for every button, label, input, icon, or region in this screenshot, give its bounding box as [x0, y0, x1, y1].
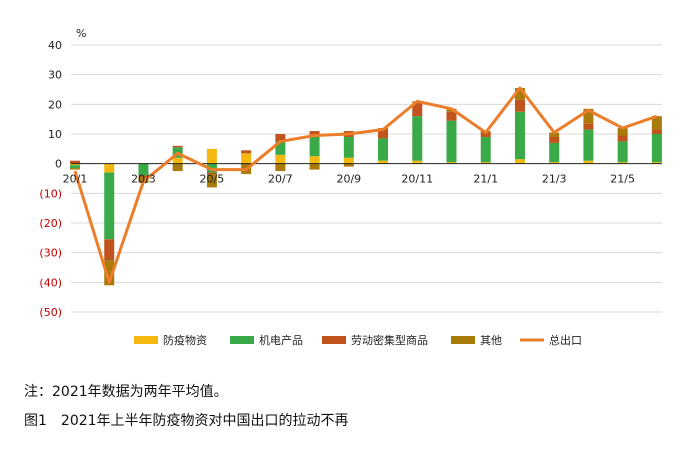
- y-tick-label: (10): [39, 187, 62, 200]
- bar-segment: [309, 136, 320, 157]
- x-tick-label: 20/9: [336, 173, 361, 186]
- legend-swatch: [230, 336, 254, 344]
- bar-segment: [583, 108, 594, 124]
- chart-note: 注：2021年数据为两年平均值。: [24, 384, 228, 400]
- bar-segment: [70, 160, 80, 164]
- legend-swatch: [134, 336, 158, 344]
- bar-segment: [241, 150, 252, 154]
- bar-segment: [617, 141, 628, 163]
- bar-segment: [412, 160, 423, 164]
- y-tick-label: (40): [39, 276, 62, 289]
- bar-segment: [343, 157, 354, 164]
- bar-segment: [378, 160, 389, 164]
- legend-label: 其他: [480, 334, 502, 347]
- bar-segment: [172, 157, 183, 164]
- figure-title: 图1 2021年上半年防疫物资对中国出口的拉动不再: [24, 413, 349, 429]
- bar-segment: [104, 260, 115, 286]
- total-export-line-path: [73, 86, 658, 284]
- bar-segment: [206, 174, 217, 188]
- bar-segment: [514, 88, 525, 100]
- bar-segment: [70, 165, 80, 169]
- legend-swatch: [451, 336, 475, 344]
- bar-segment: [583, 123, 594, 130]
- bar-series: [70, 88, 662, 286]
- bar-segment: [549, 162, 560, 164]
- bar-segment: [514, 159, 525, 164]
- legend-swatch: [322, 336, 346, 344]
- y-tick-label: (20): [39, 217, 62, 230]
- bar-segment: [309, 163, 320, 170]
- bar-segment: [104, 163, 115, 173]
- y-tick-label: (30): [39, 247, 62, 260]
- x-tick-label: 21/1: [473, 173, 498, 186]
- bar-segment: [617, 162, 628, 164]
- bar-segment: [480, 162, 491, 164]
- bar-segment: [206, 148, 217, 164]
- bar-segment: [446, 162, 457, 164]
- x-tick-label: 21/3: [542, 173, 567, 186]
- bar-segment: [172, 163, 183, 172]
- bar-segment: [70, 168, 80, 170]
- bar-segment: [172, 145, 183, 148]
- y-tick-label: (50): [39, 306, 62, 319]
- bar-segment: [583, 129, 594, 161]
- total-export-line: [73, 86, 658, 284]
- bar-segment: [241, 153, 252, 164]
- x-tick-label: 21/5: [610, 173, 635, 186]
- bar-segment: [514, 111, 525, 160]
- bar-segment: [549, 132, 560, 137]
- bar-segment: [651, 129, 662, 134]
- bar-segment: [480, 132, 491, 137]
- bar-segment: [514, 99, 525, 112]
- bar-segment: [549, 142, 560, 163]
- bar-segment: [617, 128, 628, 136]
- y-tick-label: 30: [48, 69, 62, 82]
- bar-segment: [378, 138, 389, 161]
- bar-segment: [275, 134, 286, 142]
- bar-segment: [617, 135, 628, 142]
- y-tick-label: 40: [48, 39, 62, 52]
- bar-segment: [480, 136, 491, 163]
- bar-segment: [309, 156, 320, 164]
- bar-segment: [275, 163, 286, 172]
- bar-segment: [651, 134, 662, 163]
- bar-segment: [651, 162, 662, 164]
- x-tick-label: 20/5: [200, 173, 225, 186]
- bar-segment: [651, 116, 662, 130]
- bar-segment: [206, 172, 217, 175]
- y-axis-tick-labels: 40 30 20 10 0 (10) (20) (30) (40) (50): [39, 39, 62, 319]
- y-tick-label: 10: [48, 128, 62, 141]
- y-tick-label: 20: [48, 98, 62, 111]
- legend-label: 防疫物资: [163, 333, 207, 347]
- x-tick-label: 20/3: [131, 173, 156, 186]
- legend-label: 总出口: [549, 333, 582, 347]
- legend-label: 劳动密集型商品: [351, 333, 428, 347]
- legend-label: 机电产品: [259, 333, 303, 347]
- x-tick-label: 20/7: [268, 173, 293, 186]
- bar-segment: [138, 175, 149, 178]
- bar-segment: [446, 111, 457, 121]
- bar-segment: [412, 116, 423, 161]
- bar-segment: [104, 172, 115, 240]
- bar-segment: [378, 129, 389, 139]
- bar-segment: [104, 239, 115, 261]
- bar-segment: [446, 120, 457, 163]
- bar-segment: [549, 136, 560, 143]
- x-tick-label: 20/1: [63, 173, 88, 186]
- bar-segment: [343, 163, 354, 167]
- bar-segment: [583, 160, 594, 164]
- legend: 防疫物资 机电产品 劳动密集型商品 其他 总出口: [134, 333, 582, 347]
- bar-segment: [412, 102, 423, 117]
- bar-segment: [275, 154, 286, 164]
- bar-segment: [275, 141, 286, 155]
- bar-segment: [70, 163, 80, 166]
- bar-segment: [138, 163, 149, 176]
- gridlines: [71, 44, 662, 313]
- x-tick-label: 20/11: [401, 173, 433, 186]
- y-tick-label: 0: [55, 158, 62, 171]
- x-axis-tick-labels: 20/1 20/3 20/5 20/7 20/9 20/11 21/1 21/3 21/5: [63, 173, 635, 186]
- y-axis-unit-label: %: [76, 27, 86, 40]
- bar-segment: [343, 136, 354, 158]
